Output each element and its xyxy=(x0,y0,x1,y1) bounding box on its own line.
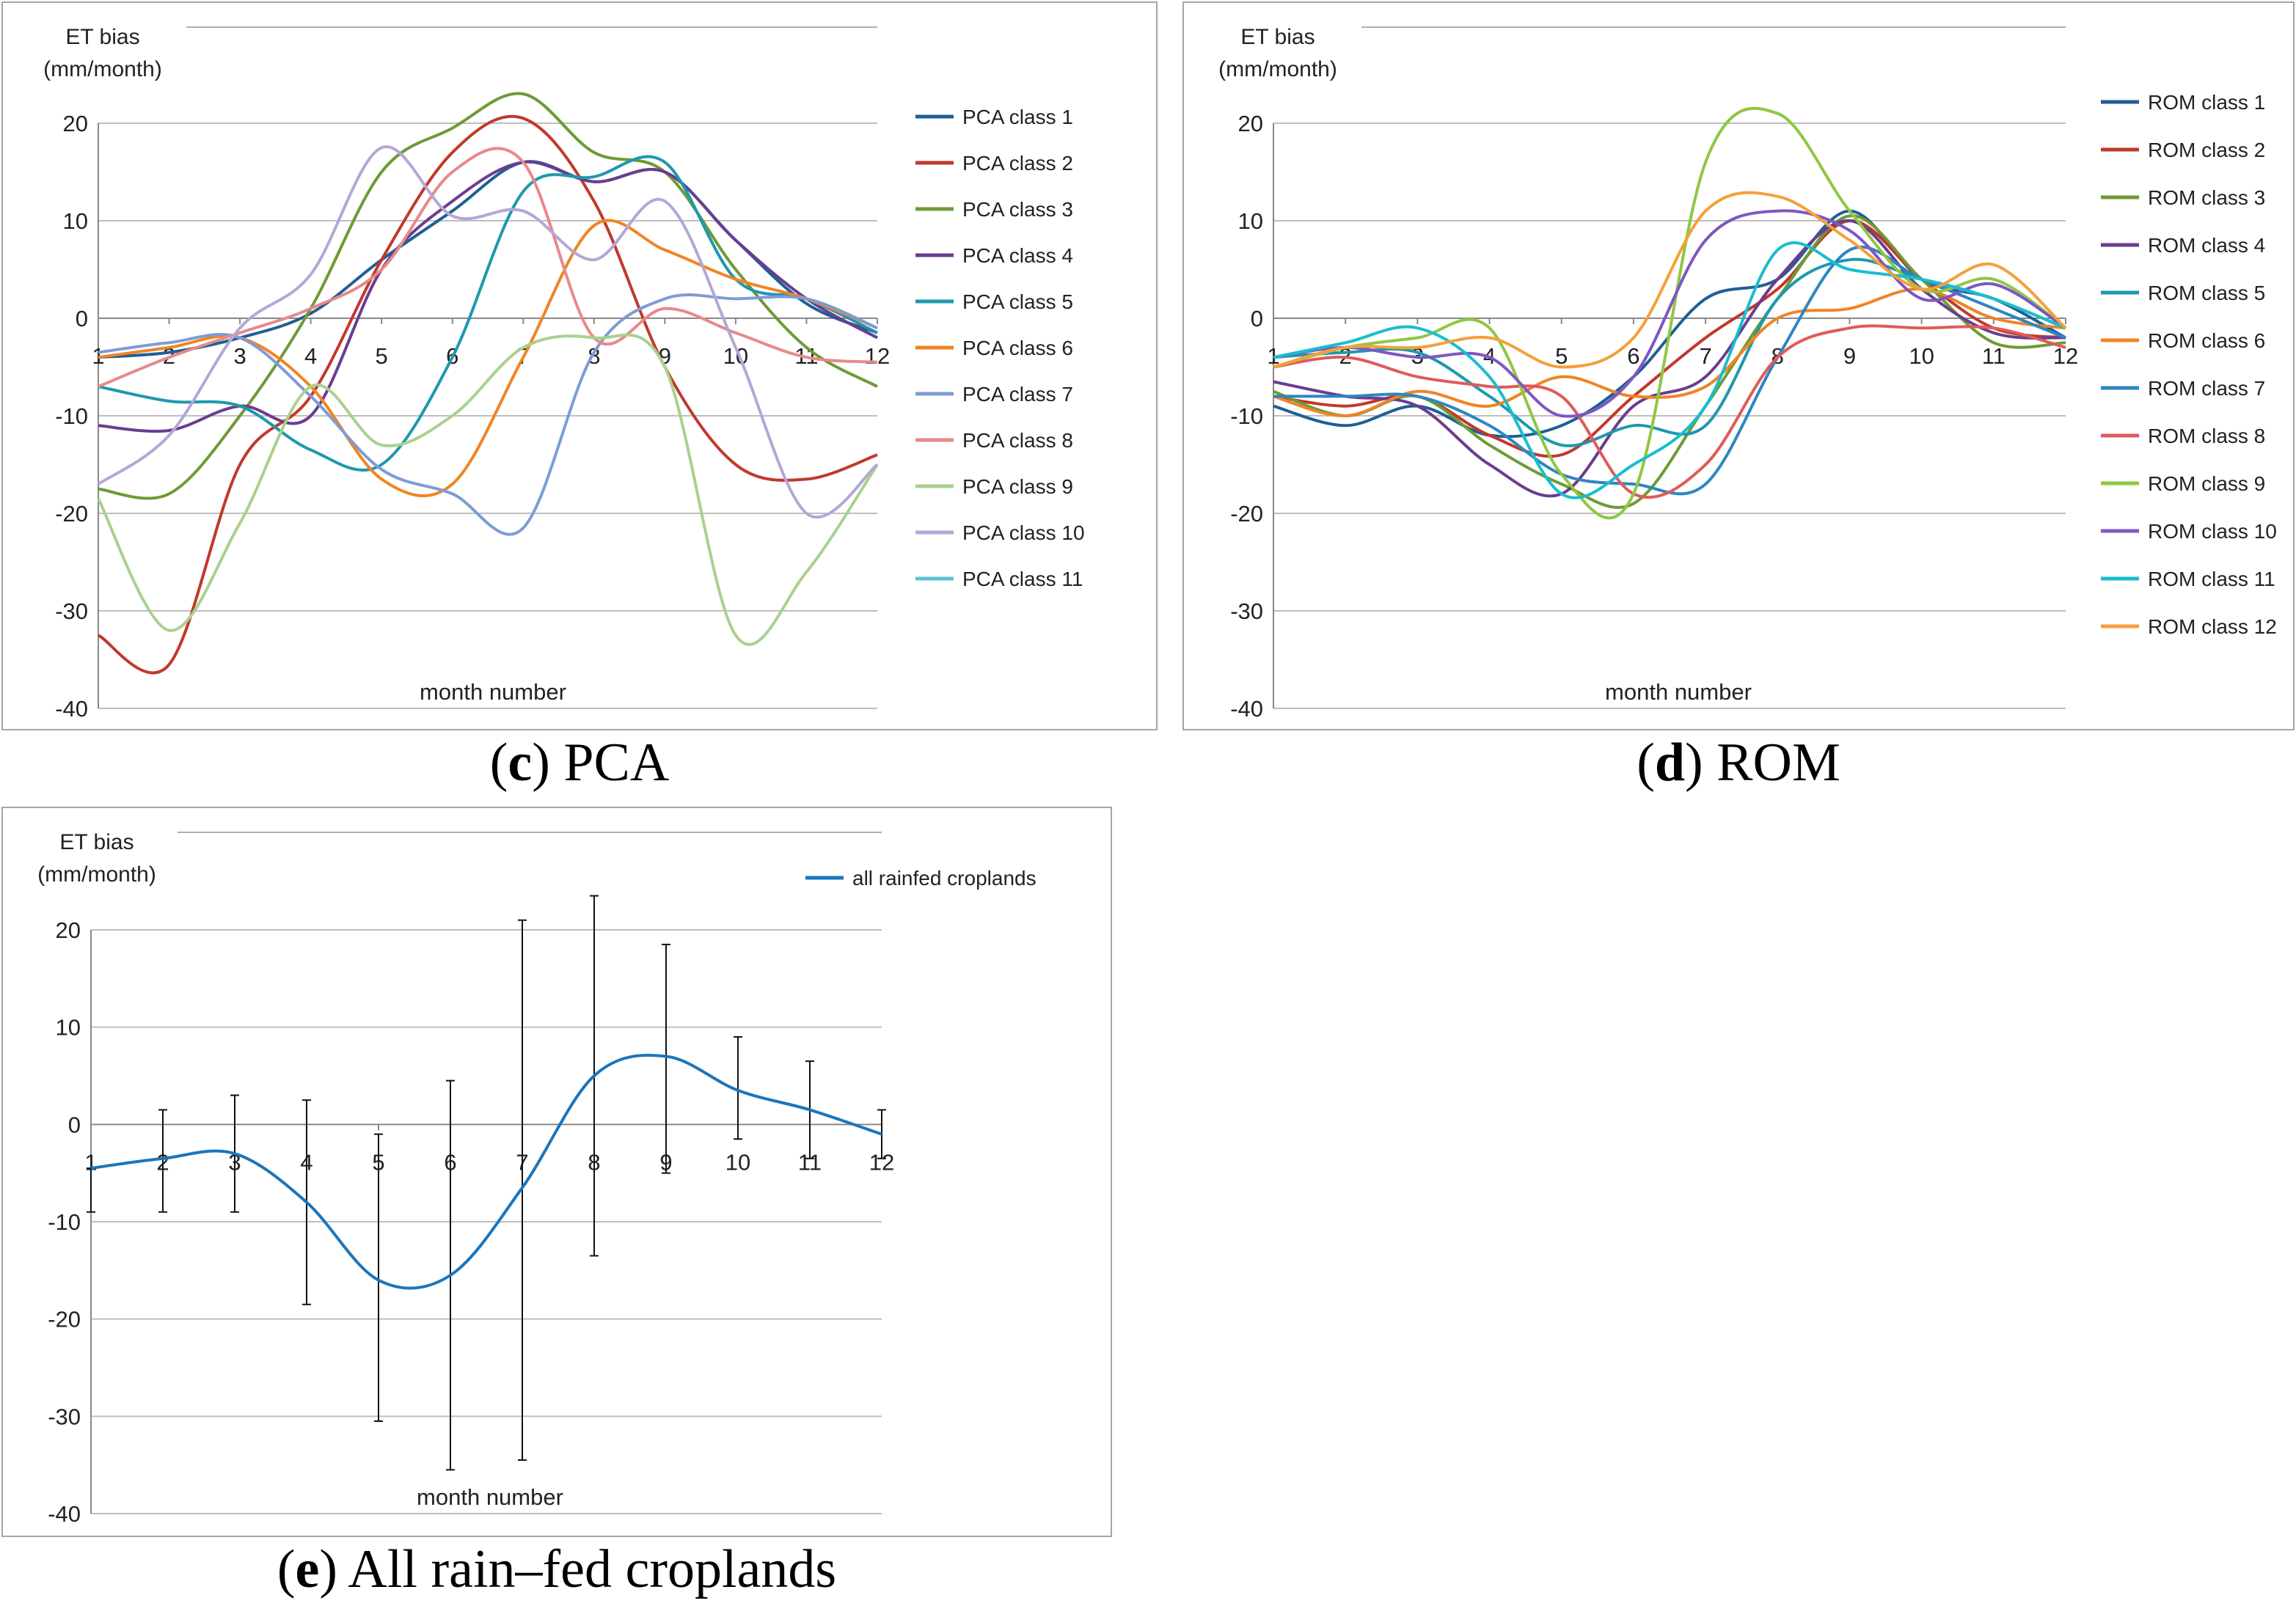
y-tick-label: 10 xyxy=(1238,208,1263,234)
all-caption: (e) All rain–fed croplands xyxy=(277,1539,837,1599)
pca-chart-panel: ET bias (mm/month) 20 10 0 -10 -20 -30 -40 1 2 3 4 5 6… xyxy=(1,1,1158,730)
legend-entry: ROM class 9 xyxy=(2148,472,2265,495)
legend-entry: PCA class 7 xyxy=(962,383,1073,406)
series-line xyxy=(98,147,878,388)
legend-entry: ROM class 5 xyxy=(2148,282,2265,304)
x-axis-label: month number xyxy=(420,679,566,705)
y-axis-label-unit: (mm/month) xyxy=(1218,57,1337,81)
legend-entry: ROM class 6 xyxy=(2148,329,2265,352)
legend-entry: ROM class 11 xyxy=(2148,568,2275,590)
legend-entry: ROM class 3 xyxy=(2148,186,2265,209)
y-tick-label: -20 xyxy=(48,1307,81,1332)
series-line xyxy=(1273,241,2066,499)
y-tick-label: 20 xyxy=(1238,111,1263,136)
series-line xyxy=(98,293,878,536)
x-tick-label: 4 xyxy=(304,343,317,369)
legend-entry: ROM class 2 xyxy=(2148,139,2265,161)
legend-entry: PCA class 2 xyxy=(962,152,1073,175)
y-tick-label: -40 xyxy=(55,696,88,722)
series-line xyxy=(97,145,879,519)
legend-entry: ROM class 10 xyxy=(2148,520,2277,543)
legend-entry: all rainfed croplands xyxy=(852,867,1037,890)
legend-entry: PCA class 1 xyxy=(962,106,1073,128)
y-tick-label: 20 xyxy=(56,917,81,943)
rom-caption: (d) ROM xyxy=(1637,733,1840,793)
series-line xyxy=(98,160,878,359)
x-tick-label: 3 xyxy=(233,343,246,369)
y-tick-label: -30 xyxy=(48,1404,81,1429)
legend-entry: PCA class 9 xyxy=(962,475,1073,498)
y-axis-label: ET bias xyxy=(65,25,139,49)
y-tick-label: 20 xyxy=(63,111,88,136)
y-tick-label: -40 xyxy=(48,1501,81,1527)
y-tick-label: -30 xyxy=(55,598,88,624)
x-tick-label: 9 xyxy=(1843,343,1856,369)
y-tick-label: -30 xyxy=(1230,598,1263,624)
y-tick-label: 10 xyxy=(56,1015,81,1041)
y-tick-label: -40 xyxy=(1230,696,1263,722)
series-line xyxy=(90,1054,882,1290)
pca-caption: (c) PCA xyxy=(489,733,670,793)
series-line xyxy=(1273,209,2066,439)
x-tick-label: 6 xyxy=(1627,343,1639,369)
y-tick-label: -10 xyxy=(48,1209,81,1235)
x-tick-label: 11 xyxy=(1982,343,2006,369)
legend-entry: ROM class 4 xyxy=(2148,234,2265,257)
x-tick-label: 10 xyxy=(1909,343,1934,369)
series-line xyxy=(1273,324,2066,499)
x-axis-label: month number xyxy=(417,1484,563,1510)
x-tick-label: 12 xyxy=(865,343,890,369)
y-tick-label: -20 xyxy=(55,501,88,527)
x-tick-label: 10 xyxy=(725,1149,750,1175)
x-tick-label: 7 xyxy=(1699,343,1711,369)
y-tick-label: 10 xyxy=(63,208,88,234)
series-line xyxy=(1273,106,2067,520)
legend-entry: ROM class 1 xyxy=(2148,91,2265,114)
y-tick-label: -10 xyxy=(55,403,88,429)
y-tick-label: -10 xyxy=(1230,403,1263,429)
rom-chart-panel: ET bias (mm/month) 20 10 0 -10 -20 -30 -40 1 2 3 4 5 6… xyxy=(1182,1,2295,730)
x-tick-label: 5 xyxy=(376,343,388,369)
series-line xyxy=(1273,209,2067,418)
y-tick-label: 0 xyxy=(1251,306,1263,331)
x-axis-label: month number xyxy=(1605,679,1752,705)
series-line xyxy=(1273,191,2067,369)
legend-entry: PCA class 10 xyxy=(962,521,1085,544)
y-axis-label: ET bias xyxy=(1240,25,1315,49)
all-chart-panel: ET bias (mm/month) 20 10 0 -10 -20 -30 -40 1 2 3 4 5 6… xyxy=(1,807,1112,1537)
legend-entry: PCA class 3 xyxy=(962,198,1073,221)
legend-entry: PCA class 4 xyxy=(962,244,1073,267)
legend-entry: PCA class 11 xyxy=(962,568,1083,590)
y-tick-label: -20 xyxy=(1230,501,1263,527)
legend-entry: PCA class 8 xyxy=(962,429,1073,452)
legend-entry: ROM class 7 xyxy=(2148,377,2265,400)
y-tick-label: 0 xyxy=(76,306,88,331)
y-tick-label: 0 xyxy=(68,1112,81,1137)
legend-entry: ROM class 12 xyxy=(2148,615,2277,638)
series-line xyxy=(1273,219,2066,498)
y-axis-label: ET bias xyxy=(59,830,134,854)
legend-entry: ROM class 8 xyxy=(2148,425,2265,447)
series-line xyxy=(97,333,879,646)
series-line xyxy=(1273,214,2066,509)
series-line xyxy=(98,92,878,500)
series-line xyxy=(98,155,878,472)
y-axis-label-unit: (mm/month) xyxy=(37,862,156,887)
y-axis-label-unit: (mm/month) xyxy=(43,57,162,81)
legend-entry: PCA class 5 xyxy=(962,290,1073,313)
legend-entry: PCA class 6 xyxy=(962,337,1073,359)
series-line xyxy=(98,114,878,675)
x-tick-label: 5 xyxy=(1555,343,1568,369)
